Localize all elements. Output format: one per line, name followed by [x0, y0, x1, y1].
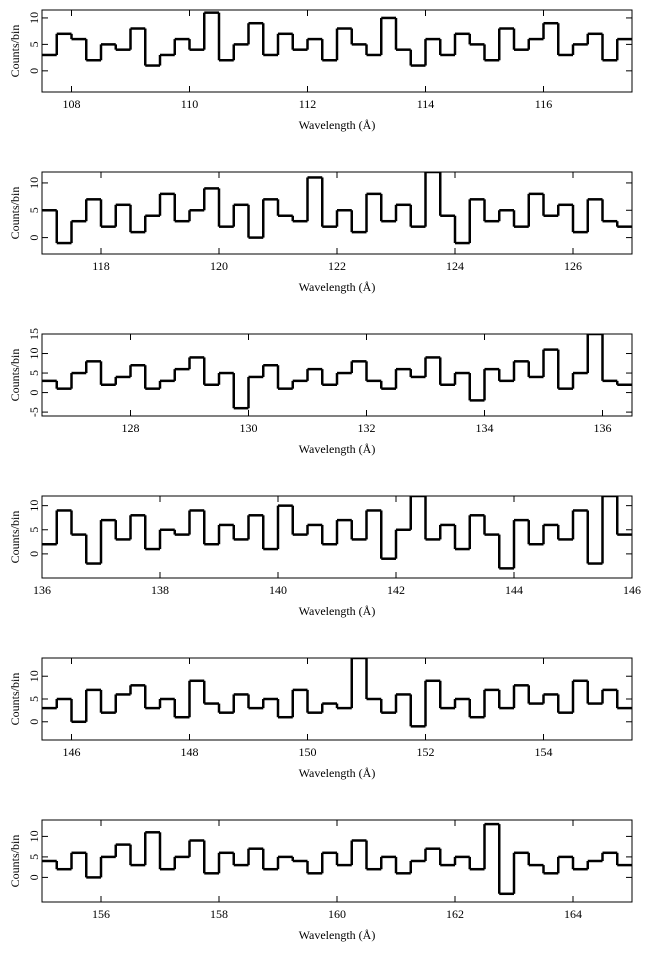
y-axis-label: Counts/bin — [8, 673, 22, 726]
x-axis-label: Wavelength (Å) — [299, 604, 376, 618]
x-tick-label: 142 — [387, 583, 405, 597]
y-tick-label: 10 — [27, 670, 41, 682]
x-tick-label: 128 — [122, 421, 140, 435]
x-tick-label: 160 — [328, 907, 346, 921]
x-tick-label: 134 — [476, 421, 494, 435]
plot-frame — [41, 495, 633, 579]
y-axis-label: Counts/bin — [8, 187, 22, 240]
x-tick-label: 130 — [240, 421, 258, 435]
y-axis-label: Counts/bin — [8, 835, 22, 888]
x-tick-label: 122 — [328, 259, 346, 273]
y-axis-label: Counts/bin — [8, 349, 22, 402]
x-tick-label: 136 — [594, 421, 612, 435]
x-tick-label: 164 — [564, 907, 582, 921]
y-tick-label: 10 — [27, 500, 41, 512]
y-tick-label: 15 — [27, 328, 41, 340]
x-tick-label: 136 — [33, 583, 51, 597]
x-tick-label: 148 — [181, 745, 199, 759]
x-tick-label: 114 — [417, 97, 435, 111]
x-tick-label: 150 — [299, 745, 317, 759]
x-tick-label: 112 — [299, 97, 317, 111]
x-tick-label: 156 — [92, 907, 110, 921]
y-tick-label: 10 — [27, 12, 41, 24]
y-tick-label: 10 — [27, 830, 41, 842]
x-tick-label: 110 — [181, 97, 199, 111]
y-tick-label: 5 — [27, 207, 41, 213]
y-tick-label: 5 — [27, 854, 41, 860]
plot-frame — [41, 9, 633, 93]
y-tick-label: 0 — [27, 719, 41, 725]
y-tick-label: 0 — [27, 68, 41, 74]
y-axis-label: Counts/bin — [8, 511, 22, 564]
x-tick-label: 154 — [535, 745, 553, 759]
y-tick-label: 10 — [27, 348, 41, 360]
x-axis-label: Wavelength (Å) — [299, 766, 376, 780]
x-tick-label: 158 — [210, 907, 228, 921]
x-tick-label: 126 — [564, 259, 582, 273]
x-tick-label: 124 — [446, 259, 464, 273]
x-tick-label: 138 — [151, 583, 169, 597]
x-tick-label: 132 — [358, 421, 376, 435]
y-tick-label: 5 — [27, 41, 41, 47]
x-tick-label: 118 — [92, 259, 110, 273]
x-tick-label: 108 — [63, 97, 81, 111]
y-tick-label: 5 — [27, 370, 41, 376]
y-tick-label: 5 — [27, 527, 41, 533]
x-axis-label: Wavelength (Å) — [299, 280, 376, 294]
x-tick-label: 144 — [505, 583, 523, 597]
y-tick-label: 0 — [27, 551, 41, 557]
y-tick-label: 0 — [27, 235, 41, 241]
y-tick-label: 10 — [27, 177, 41, 189]
y-tick-label: 0 — [27, 390, 41, 396]
x-tick-label: 120 — [210, 259, 228, 273]
x-tick-label: 162 — [446, 907, 464, 921]
y-tick-label: -5 — [27, 407, 41, 417]
x-tick-label: 146 — [623, 583, 641, 597]
x-axis-label: Wavelength (Å) — [299, 442, 376, 456]
x-axis-label: Wavelength (Å) — [299, 118, 376, 132]
x-tick-label: 116 — [535, 97, 553, 111]
x-tick-label: 140 — [269, 583, 287, 597]
y-tick-label: 0 — [27, 874, 41, 880]
y-tick-label: 5 — [27, 696, 41, 702]
x-tick-label: 146 — [63, 745, 81, 759]
y-axis-label: Counts/bin — [8, 25, 22, 78]
x-tick-label: 152 — [417, 745, 435, 759]
plot-frame — [41, 333, 633, 417]
x-axis-label: Wavelength (Å) — [299, 928, 376, 942]
